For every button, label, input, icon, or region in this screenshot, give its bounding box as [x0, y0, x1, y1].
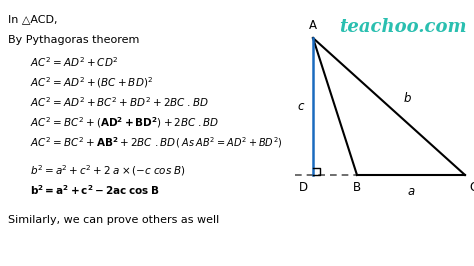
- Text: teachoo.com: teachoo.com: [339, 18, 467, 36]
- Text: D: D: [299, 181, 308, 194]
- Text: b: b: [403, 92, 411, 105]
- Text: Similarly, we can prove others as well: Similarly, we can prove others as well: [8, 215, 219, 225]
- Text: $AC^2 = BC^2 + (\mathbf{AD^2 + BD^2}) + 2BC\;.BD$: $AC^2 = BC^2 + (\mathbf{AD^2 + BD^2}) + …: [30, 115, 219, 130]
- Text: $\mathbf{b^2 = a^2 + c^2 - 2ac\;cos\;B}$: $\mathbf{b^2 = a^2 + c^2 - 2ac\;cos\;B}$: [30, 183, 160, 197]
- Text: a: a: [407, 185, 415, 198]
- Text: B: B: [353, 181, 361, 194]
- Text: C: C: [469, 181, 474, 194]
- Text: $b^2 = a^2 + c^2 + 2\;a \times (-c\;cos\;B)$: $b^2 = a^2 + c^2 + 2\;a \times (-c\;cos\…: [30, 163, 186, 178]
- Text: By Pythagoras theorem: By Pythagoras theorem: [8, 35, 139, 45]
- Text: A: A: [309, 19, 317, 32]
- Text: $AC^2 = BC^2 + \mathbf{AB^2} + 2BC\;.BD$: $AC^2 = BC^2 + \mathbf{AB^2} + 2BC\;.BD$: [30, 135, 176, 149]
- Text: $( \;As\; AB^2 = AD^2 + BD^2)$: $( \;As\; AB^2 = AD^2 + BD^2)$: [175, 135, 283, 150]
- Text: $AC^2 = AD^2 + CD^2$: $AC^2 = AD^2 + CD^2$: [30, 55, 118, 69]
- Text: $AC^2 = AD^2 + BC^2 + BD^2 + 2BC\;.BD$: $AC^2 = AD^2 + BC^2 + BD^2 + 2BC\;.BD$: [30, 95, 209, 109]
- Text: $AC^2 = AD^2 + (BC + BD)^2$: $AC^2 = AD^2 + (BC + BD)^2$: [30, 75, 153, 90]
- Text: c: c: [298, 100, 304, 113]
- Text: In △ACD,: In △ACD,: [8, 14, 57, 24]
